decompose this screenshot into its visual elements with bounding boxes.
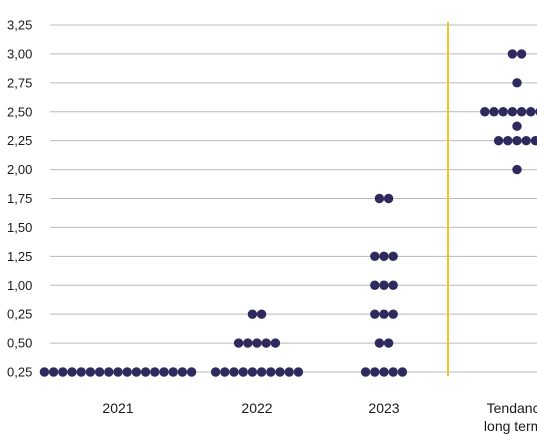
data-dot <box>360 367 371 377</box>
y-tick-label: 3,25 <box>7 18 32 33</box>
data-dot <box>48 367 59 377</box>
data-dot <box>233 338 244 348</box>
data-dot <box>388 251 398 262</box>
data-dot <box>252 338 262 348</box>
x-category-label: 2022 <box>241 400 272 416</box>
data-dot <box>379 251 389 262</box>
data-dot <box>177 367 188 377</box>
data-dot <box>530 135 537 146</box>
data-dot <box>67 367 77 377</box>
data-dot <box>168 367 178 377</box>
data-dot <box>512 135 522 146</box>
data-dot <box>76 367 86 377</box>
data-dot <box>512 78 522 88</box>
data-dot <box>131 367 142 377</box>
data-dot <box>521 135 531 146</box>
data-dot <box>261 338 271 348</box>
data-dot <box>480 107 490 117</box>
data-dot <box>512 164 522 175</box>
data-dot <box>379 309 389 319</box>
data-dot <box>388 280 398 290</box>
data-dot <box>397 367 408 377</box>
data-dot <box>94 367 105 377</box>
data-dot <box>370 309 380 319</box>
data-dot <box>493 135 504 146</box>
x-category-label: long terme <box>484 418 537 434</box>
data-dot <box>284 367 294 377</box>
y-tick-label: 2,25 <box>7 133 32 148</box>
data-dot <box>186 367 197 377</box>
data-dot <box>370 280 380 290</box>
data-dot <box>266 367 276 377</box>
y-tick-label: 0,25 <box>7 365 32 380</box>
data-dot <box>374 338 385 348</box>
data-dot <box>122 367 132 377</box>
y-tick-label: 3,00 <box>7 46 32 61</box>
y-tick-label: 2,50 <box>7 104 32 119</box>
y-tick-label: 1,50 <box>7 220 32 235</box>
data-dot <box>507 49 518 59</box>
y-tick-label: 0,50 <box>7 336 32 351</box>
data-dot <box>383 338 394 348</box>
data-dot <box>243 338 253 348</box>
data-dot <box>210 367 221 377</box>
data-dot <box>220 367 230 377</box>
data-dot <box>256 367 267 377</box>
data-dot <box>293 367 304 377</box>
y-tick-label: 1,75 <box>7 191 32 206</box>
data-dot <box>526 107 536 117</box>
data-dot <box>388 367 398 377</box>
data-dot <box>104 367 114 377</box>
data-dot <box>370 367 380 377</box>
data-dot <box>383 193 394 204</box>
data-dot <box>379 280 389 290</box>
y-tick-label: 1,25 <box>7 249 32 264</box>
data-dot <box>379 367 389 377</box>
x-category-label: 2023 <box>368 400 399 416</box>
data-dot <box>113 367 123 377</box>
data-dot <box>270 338 281 348</box>
data-dot <box>512 121 522 131</box>
data-dot <box>247 309 258 319</box>
x-category-label: Tendance <box>487 400 537 416</box>
data-dot <box>275 367 285 377</box>
y-tick-label: 1,00 <box>7 278 32 293</box>
data-dot <box>503 135 513 146</box>
data-dot <box>140 367 151 377</box>
data-dot <box>150 367 160 377</box>
data-dot <box>370 251 380 262</box>
y-tick-label: 0,25 <box>7 307 32 322</box>
data-dot <box>238 367 248 377</box>
data-dot <box>507 107 518 117</box>
y-tick-label: 2,75 <box>7 75 32 90</box>
data-dot <box>159 367 169 377</box>
data-dot <box>489 107 499 117</box>
data-dot <box>498 107 508 117</box>
data-dot <box>58 367 68 377</box>
x-category-label: 2021 <box>102 400 133 416</box>
data-dot <box>39 367 50 377</box>
y-tick-label: 2,00 <box>7 162 32 177</box>
data-dot <box>516 107 527 117</box>
data-dot <box>516 49 527 59</box>
data-dot <box>374 193 385 204</box>
data-dot <box>388 309 398 319</box>
data-dot <box>256 309 267 319</box>
data-dot <box>229 367 239 377</box>
data-dot <box>85 367 96 377</box>
data-dot <box>247 367 258 377</box>
